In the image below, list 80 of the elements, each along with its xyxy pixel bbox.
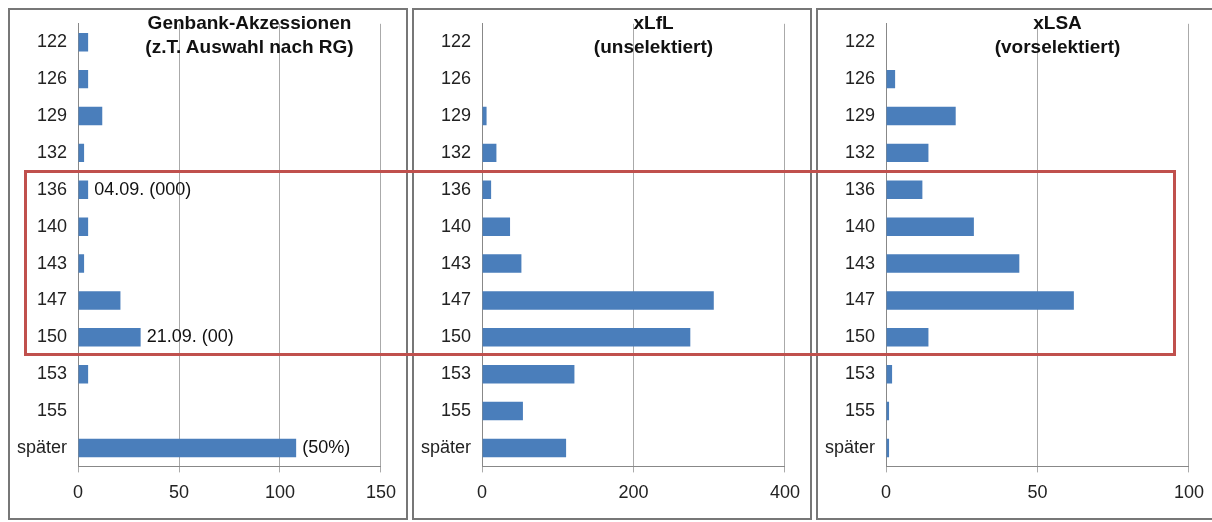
y-tick-label: 150 — [36, 326, 68, 347]
bar — [78, 180, 89, 199]
x-tick-label: 0 — [881, 482, 892, 503]
bar — [482, 217, 511, 236]
y-tick-label: 122 — [36, 31, 68, 52]
y-tick-label: später — [421, 436, 472, 457]
x-tick-label: 200 — [618, 482, 649, 503]
y-tick-label: 122 — [844, 31, 876, 52]
x-tick-label: 0 — [73, 482, 84, 503]
bar — [482, 328, 691, 347]
x-tick-label: 100 — [264, 482, 296, 503]
y-tick-label: 143 — [36, 252, 68, 273]
y-tick-label: 153 — [440, 363, 472, 384]
bar — [482, 364, 575, 384]
bar — [78, 106, 103, 126]
bar — [482, 401, 523, 421]
x-tick-label: 100 — [1173, 482, 1205, 503]
bar — [78, 254, 85, 273]
bar — [482, 143, 497, 163]
y-tick-label: 153 — [36, 363, 68, 384]
bar — [78, 69, 89, 89]
y-tick-label: 155 — [440, 400, 472, 421]
y-tick-label: 126 — [36, 68, 68, 89]
x-tick-label: 50 — [1027, 482, 1048, 503]
y-tick-label: 143 — [844, 252, 876, 273]
y-tick-label: 147 — [844, 289, 876, 310]
chart-title: Genbank-Akzessionen (z.T. Auswahl nach RG) — [145, 11, 354, 57]
y-tick-label: 140 — [440, 215, 472, 236]
y-tick-label: 136 — [36, 178, 68, 199]
bar — [886, 217, 974, 236]
chart-title: xLSA (vorselektiert) — [994, 11, 1121, 57]
y-tick-label: 132 — [36, 141, 68, 162]
bar — [78, 364, 89, 384]
y-tick-label: 150 — [844, 326, 876, 347]
chart-title: xLfL (unselektiert) — [593, 11, 714, 57]
y-tick-label: 132 — [844, 141, 876, 162]
y-tick-label: 155 — [36, 400, 68, 421]
annotation: (50%) — [302, 436, 351, 457]
y-tick-label: später — [825, 436, 876, 457]
bar — [886, 328, 929, 347]
y-tick-label: 143 — [440, 252, 472, 273]
bar — [482, 438, 567, 458]
bar — [78, 438, 297, 458]
y-tick-label: 122 — [440, 31, 472, 52]
y-tick-label: 150 — [440, 326, 472, 347]
y-tick-label: 129 — [36, 104, 68, 125]
bar — [482, 180, 492, 199]
y-tick-label: 155 — [844, 400, 876, 421]
y-tick-label: 132 — [440, 141, 472, 162]
bar — [886, 69, 896, 89]
y-tick-label: 147 — [36, 289, 68, 310]
bar — [78, 33, 89, 52]
y-tick-label: später — [17, 436, 68, 457]
bar — [78, 217, 89, 236]
y-tick-label: 147 — [440, 289, 472, 310]
y-tick-label: 140 — [36, 215, 68, 236]
y-tick-label: 140 — [844, 215, 876, 236]
bar — [78, 291, 121, 310]
bar — [886, 291, 1074, 310]
bar — [78, 328, 141, 347]
y-tick-label: 136 — [844, 178, 876, 199]
x-tick-label: 400 — [769, 482, 801, 503]
y-tick-label: 129 — [844, 104, 876, 125]
y-tick-label: 136 — [440, 178, 472, 199]
bar — [886, 254, 1020, 273]
x-tick-label: 150 — [365, 482, 397, 503]
x-tick-label: 0 — [477, 482, 488, 503]
bar — [482, 106, 487, 126]
y-tick-label: 126 — [844, 68, 876, 89]
y-tick-label: 153 — [844, 363, 876, 384]
x-tick-label: 50 — [169, 482, 190, 503]
bar — [886, 143, 929, 163]
bar — [886, 180, 923, 199]
bar — [482, 291, 714, 310]
annotation: 21.09. (00) — [146, 326, 234, 347]
y-tick-label: 126 — [440, 68, 472, 89]
annotation: 04.09. (000) — [94, 178, 192, 199]
bar — [482, 254, 522, 273]
y-tick-label: 129 — [440, 104, 472, 125]
bar — [886, 106, 956, 126]
